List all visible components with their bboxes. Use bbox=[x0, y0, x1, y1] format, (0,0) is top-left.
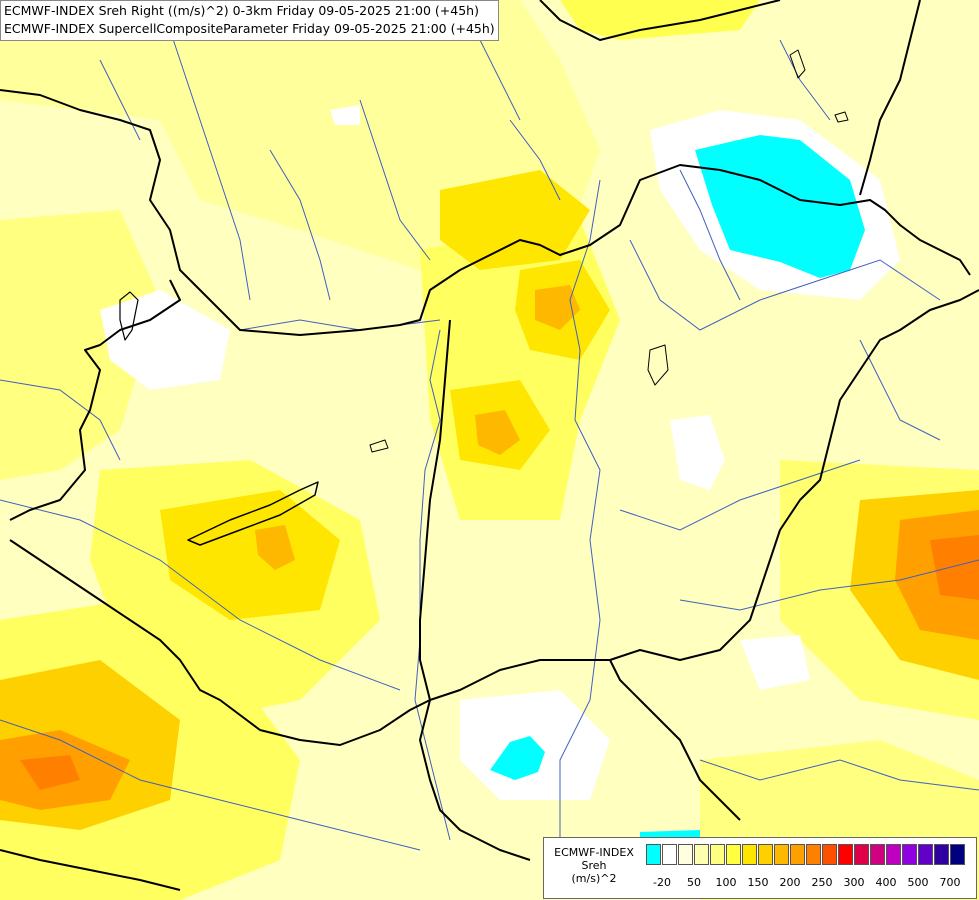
legend-swatch bbox=[806, 844, 821, 865]
legend-swatch bbox=[726, 844, 741, 865]
legend-swatch bbox=[854, 844, 869, 865]
legend-swatch bbox=[870, 844, 885, 865]
legend-swatch bbox=[774, 844, 789, 865]
legend-swatch bbox=[758, 844, 773, 865]
legend-tick-label: 50 bbox=[687, 876, 701, 889]
legend-swatch bbox=[662, 844, 677, 865]
legend-swatch bbox=[838, 844, 853, 865]
legend-swatch bbox=[902, 844, 917, 865]
legend-tick-label: 250 bbox=[811, 876, 833, 889]
legend-title-variable: Sreh bbox=[581, 859, 607, 872]
legend-title: ECMWF-INDEX Sreh (m/s)^2 bbox=[548, 846, 640, 885]
legend-swatch bbox=[694, 844, 709, 865]
title-line-sreh: ECMWF-INDEX Sreh Right ((m/s)^2) 0-3km F… bbox=[4, 3, 479, 18]
legend-tick-label: 500 bbox=[907, 876, 929, 889]
legend-swatches bbox=[646, 844, 966, 865]
title-line-scp: ECMWF-INDEX SupercellCompositeParameter … bbox=[4, 21, 495, 36]
legend-tick-label: 100 bbox=[715, 876, 737, 889]
legend-tick-label: 150 bbox=[747, 876, 769, 889]
legend-ticks: -20 50 100 150 200 250 300 400 500 700 bbox=[646, 876, 972, 890]
legend-swatch bbox=[950, 844, 965, 865]
legend-swatch bbox=[918, 844, 933, 865]
legend-swatch bbox=[710, 844, 725, 865]
legend-swatch bbox=[790, 844, 805, 865]
legend-tick-label: -20 bbox=[653, 876, 671, 889]
river-lines bbox=[0, 0, 979, 851]
legend-swatch bbox=[934, 844, 949, 865]
color-legend: ECMWF-INDEX Sreh (m/s)^2 -20 50 100 150 200 2… bbox=[543, 837, 977, 899]
legend-title-unit: (m/s)^2 bbox=[571, 872, 617, 885]
legend-tick-label: 300 bbox=[843, 876, 865, 889]
legend-swatch bbox=[646, 844, 661, 865]
legend-tick-label: 200 bbox=[779, 876, 801, 889]
legend-swatch bbox=[886, 844, 901, 865]
map-title-box: ECMWF-INDEX Sreh Right ((m/s)^2) 0-3km F… bbox=[0, 0, 499, 41]
legend-tick-label: 400 bbox=[875, 876, 897, 889]
legend-swatch bbox=[822, 844, 837, 865]
legend-swatch bbox=[742, 844, 757, 865]
legend-tick-label: 700 bbox=[939, 876, 961, 889]
legend-title-source: ECMWF-INDEX bbox=[554, 846, 634, 859]
legend-swatch bbox=[678, 844, 693, 865]
